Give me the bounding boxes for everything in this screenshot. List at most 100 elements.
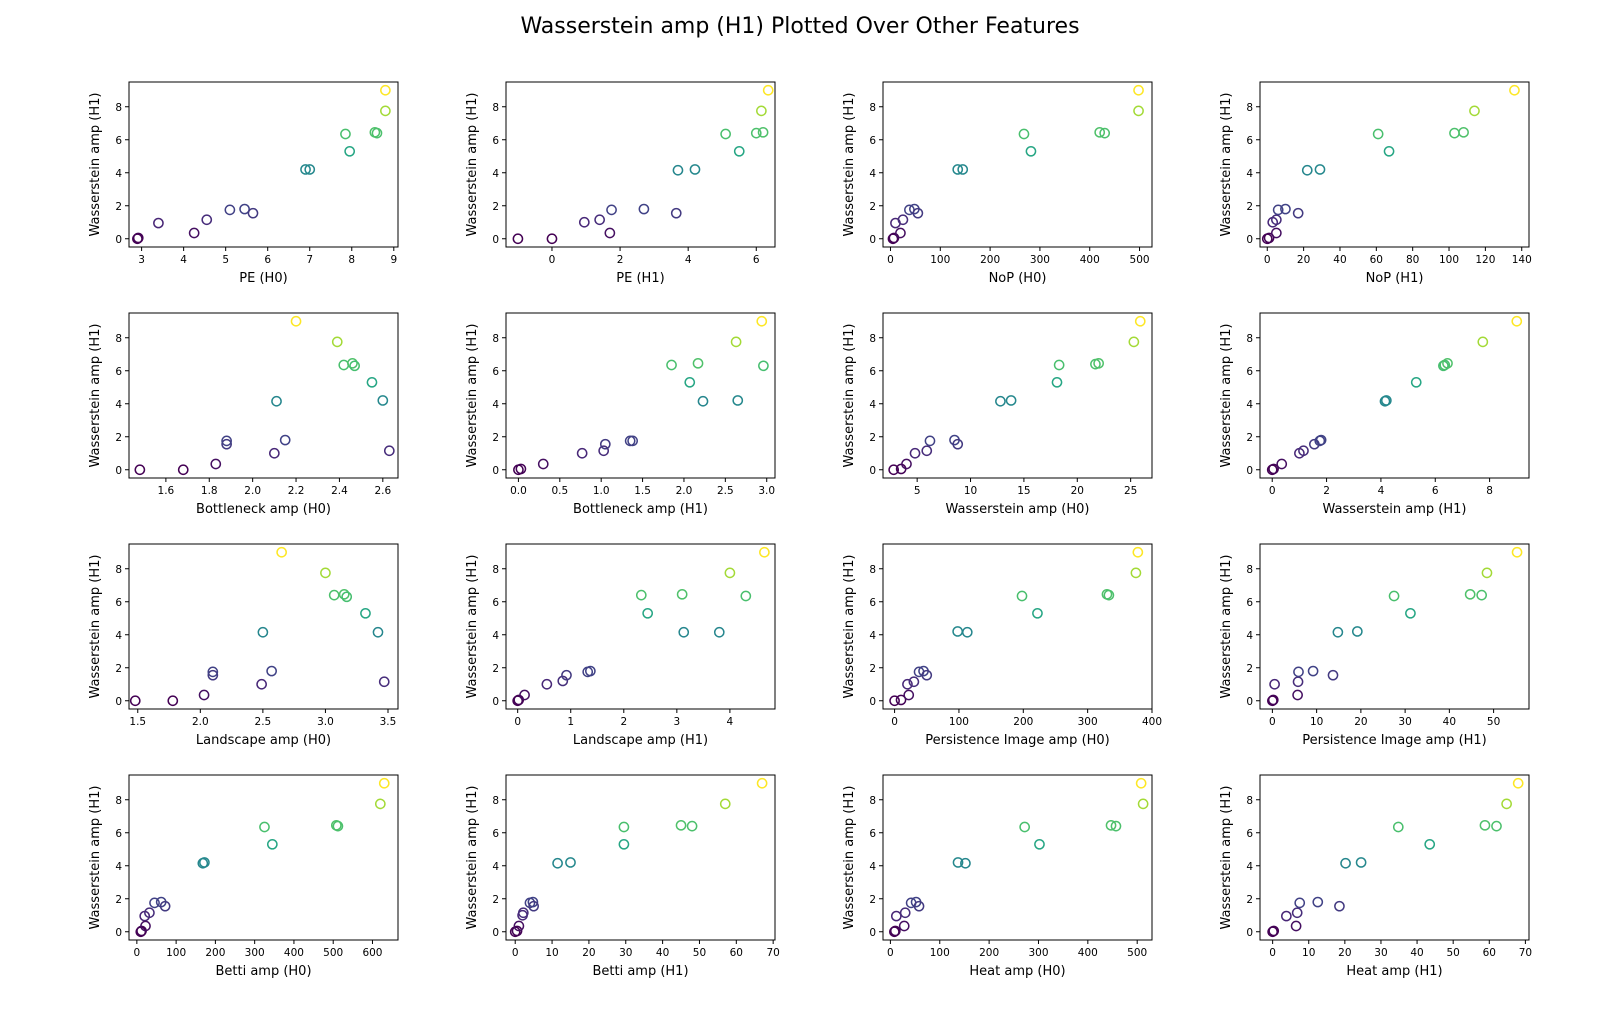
scatter-point (1476, 589, 1488, 601)
y-tick-label: 4 (492, 399, 499, 411)
y-tick-label: 4 (1246, 399, 1253, 411)
x-axis-label: Landscape amp (H1) (573, 733, 708, 748)
x-tick-label: 100 (166, 947, 186, 959)
scatter-point (635, 589, 647, 601)
scatter-point (594, 214, 605, 226)
scatter-point (1268, 925, 1280, 937)
scatter-point (921, 445, 933, 457)
y-tick-label: 2 (492, 432, 499, 444)
y-tick-label: 8 (115, 564, 122, 576)
x-tick-label: 2.4 (331, 485, 348, 497)
scatter-point (331, 336, 343, 348)
y-tick-label: 4 (1246, 630, 1253, 642)
subplot-11: 0 100 200 300 400 0 2 4 6 8 Persistence Image amp … (842, 543, 1162, 748)
x-tick-label: 2.5 (717, 485, 734, 497)
x-tick-label: 0 (514, 716, 521, 728)
y-tick-label: 0 (115, 234, 122, 246)
y-tick-label: 8 (1246, 333, 1253, 345)
scatter-point (913, 900, 925, 912)
scatter-point (1269, 678, 1280, 690)
scatter-point (1512, 777, 1524, 789)
y-tick-label: 6 (869, 597, 876, 609)
scatter-point (1134, 315, 1146, 327)
y-tick-label: 8 (115, 795, 122, 807)
scatter-point (300, 164, 311, 175)
scatter-point (1025, 145, 1037, 157)
scatter-point (1271, 214, 1282, 226)
scatter-point (675, 819, 687, 831)
axes-frame (505, 774, 776, 941)
scatter-point (733, 145, 745, 157)
scatter-point (546, 233, 558, 245)
scatter-point (960, 857, 971, 869)
scatter-point (1051, 376, 1063, 388)
x-axis-label: Betti amp (H0) (215, 964, 311, 979)
scatter-point (221, 438, 232, 450)
scatter-point (552, 857, 563, 869)
scatter-point (961, 626, 973, 638)
x-axis-label: PE (H1) (616, 271, 664, 286)
x-tick-label: 20 (582, 947, 595, 959)
y-tick-label: 8 (115, 333, 122, 345)
scatter-point (1281, 910, 1292, 922)
y-tick-label: 2 (492, 663, 499, 675)
x-tick-label: 0 (1269, 716, 1276, 728)
scatter-point (1005, 395, 1017, 406)
scatter-point (537, 458, 549, 470)
scatter-point (380, 105, 391, 117)
x-tick-label: 200 (979, 947, 999, 959)
scatter-point (177, 464, 189, 476)
scatter-point (1137, 798, 1149, 810)
y-tick-label: 8 (492, 333, 499, 345)
axes-frame (128, 774, 399, 941)
scatter-point (279, 434, 291, 446)
y-axis-label: Wasserstein amp (H1) (88, 324, 103, 468)
subplot-4: 0 20 40 60 80 100 120 140 0 2 4 6 8 NoP (H1) Wasserste… (1219, 81, 1532, 286)
scatter-point (899, 907, 911, 919)
x-tick-label: 4 (1378, 485, 1385, 497)
x-tick-label: 300 (1078, 716, 1098, 728)
subplot-1: 3 4 5 6 7 8 9 0 2 4 6 8 PE (H0) Wasserstein amp (H1) (88, 81, 399, 286)
subplot-2: 0 2 4 6 0 2 4 6 8 PE (H1) Wasserstein amp (H1) (465, 81, 776, 286)
subplot-12: 0 10 20 30 40 50 0 2 4 6 8 Persistence Image amp (H… (1219, 543, 1530, 748)
y-tick-label: 6 (1246, 135, 1253, 147)
scatter-point (247, 207, 259, 219)
x-tick-label: 2.0 (676, 485, 693, 497)
scatter-point (689, 164, 701, 175)
scatter-point (207, 669, 219, 681)
scatter-point (1449, 127, 1460, 139)
scatter-point (912, 207, 924, 219)
scatter-point (1355, 857, 1367, 868)
scatter-point (1053, 359, 1065, 371)
scatter-point (895, 227, 906, 239)
y-tick-label: 0 (1246, 927, 1253, 939)
scatter-point (159, 900, 171, 912)
scatter-point (144, 907, 155, 919)
scatter-point (697, 395, 709, 407)
y-tick-label: 0 (869, 234, 876, 246)
scatter-point (1128, 336, 1140, 348)
x-tick-label: 60 (1370, 254, 1383, 266)
x-tick-label: 6 (753, 254, 760, 266)
scatter-point (903, 689, 915, 701)
x-tick-label: 30 (1374, 947, 1387, 959)
scatter-point (1268, 463, 1279, 475)
scatter-point (757, 126, 769, 138)
scatter-point (380, 84, 391, 96)
scatter-point (1099, 127, 1111, 139)
x-tick-label: 0 (887, 254, 894, 266)
scatter-point (901, 458, 912, 470)
x-tick-label: 100 (949, 716, 969, 728)
x-tick-label: 8 (348, 254, 355, 266)
x-tick-label: 30 (619, 947, 632, 959)
x-tick-label: 10 (1302, 947, 1315, 959)
scatter-point (512, 233, 524, 245)
x-tick-label: 6 (264, 254, 271, 266)
x-tick-label: 3.0 (317, 716, 334, 728)
x-axis-label: PE (H0) (239, 271, 287, 286)
scatter-point (1292, 207, 1304, 219)
scatter-point (1458, 126, 1469, 138)
scatter-point (952, 857, 964, 868)
scatter-point (290, 315, 302, 327)
